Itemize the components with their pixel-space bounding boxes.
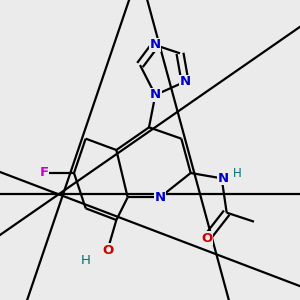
- Text: H: H: [81, 254, 91, 266]
- Text: N: N: [179, 75, 191, 88]
- Text: H: H: [233, 167, 242, 180]
- Text: F: F: [39, 167, 49, 179]
- Text: N: N: [218, 172, 229, 185]
- Text: N: N: [149, 38, 161, 52]
- Text: N: N: [150, 88, 161, 101]
- Text: O: O: [103, 244, 114, 256]
- Text: O: O: [201, 232, 212, 245]
- Text: N: N: [154, 191, 166, 204]
